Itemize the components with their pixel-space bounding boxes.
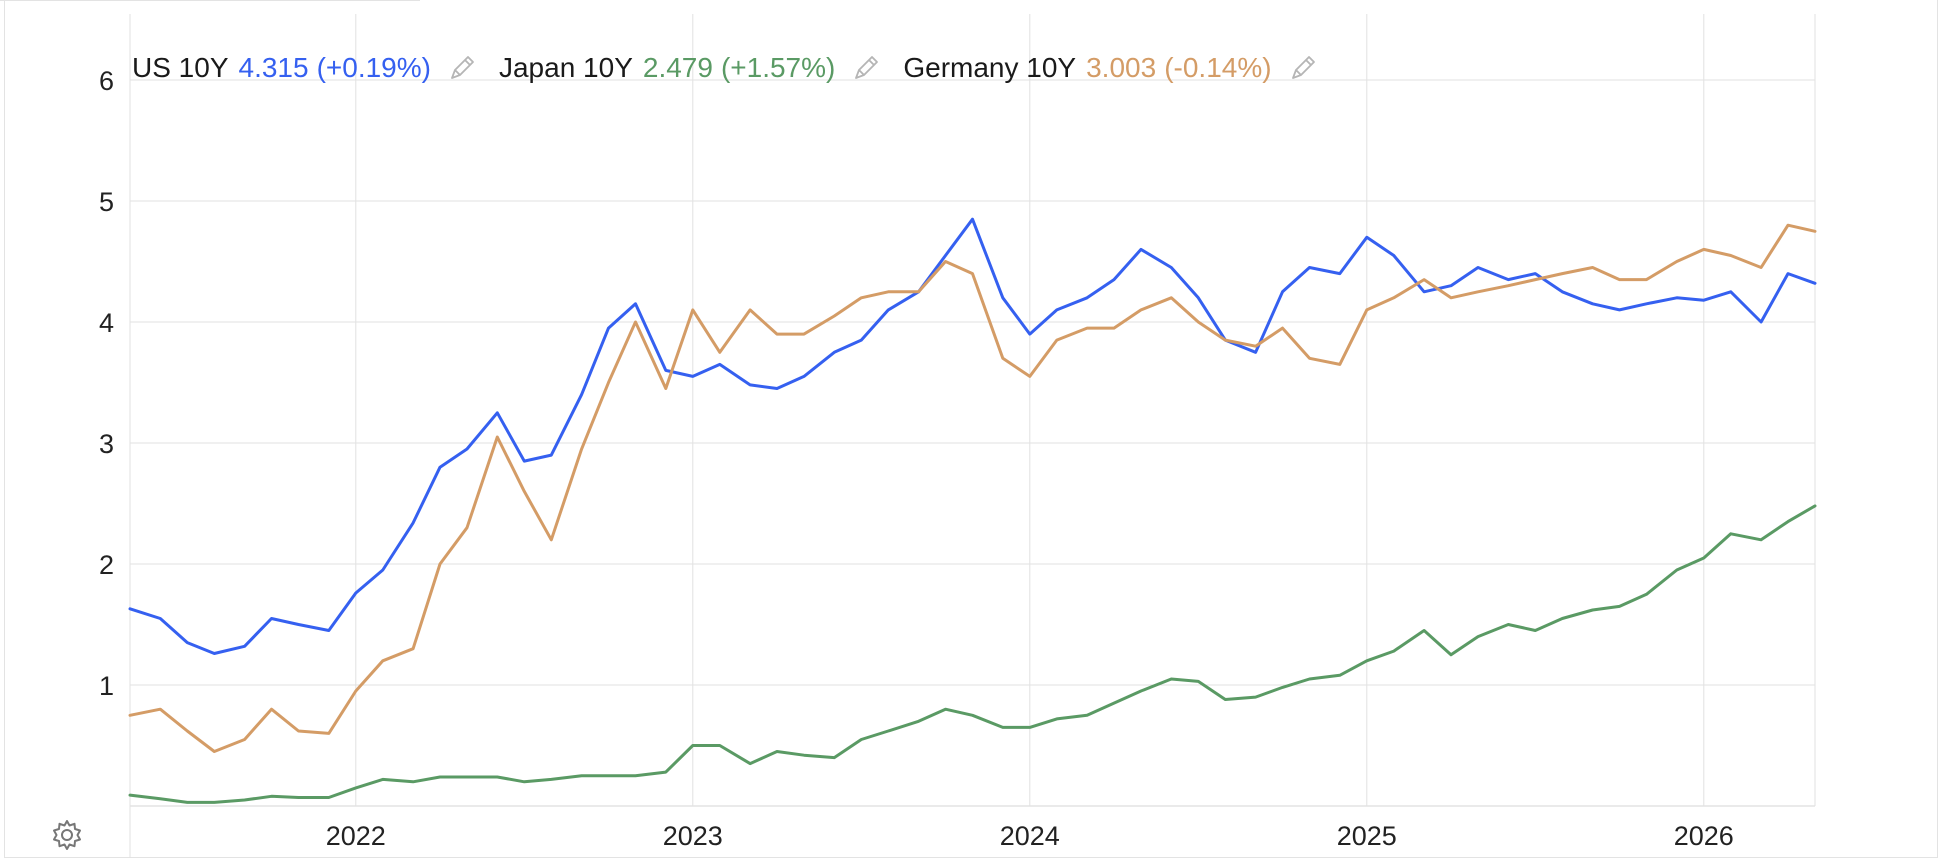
legend-name: Japan 10Y xyxy=(498,52,633,83)
x-tick-label: 2025 xyxy=(1337,821,1397,851)
x-tick-label: 2026 xyxy=(1674,821,1734,851)
y-tick-label: 5 xyxy=(99,187,114,217)
y-tick-label: 6 xyxy=(99,66,114,96)
legend-name: US 10Y xyxy=(132,52,229,83)
series-line-japan-10y[interactable] xyxy=(128,504,1817,804)
gear-icon[interactable] xyxy=(50,818,84,852)
x-tick-label: 2022 xyxy=(326,821,386,851)
series-line-us-10y[interactable] xyxy=(128,217,1817,655)
series-lines xyxy=(128,217,1817,804)
legend-item-japan-10y[interactable]: Japan 10Y 2.479 (+1.57%) xyxy=(499,52,881,84)
legend-value: 2.479 xyxy=(642,52,713,83)
x-tick-label: 2024 xyxy=(1000,821,1060,851)
y-tick-label: 2 xyxy=(99,550,114,580)
legend: US 10Y 4.315 (+0.19%) Japan 10Y 2.479 (+… xyxy=(132,52,1340,84)
legend-item-us-10y[interactable]: US 10Y 4.315 (+0.19%) xyxy=(132,52,477,84)
pencil-icon[interactable] xyxy=(851,53,881,83)
y-tick-label: 3 xyxy=(99,429,114,459)
axis-ticks: 1 2 3 4 5 6 2022 2023 2024 2025 2026 xyxy=(99,66,1734,851)
grid xyxy=(129,14,1816,858)
legend-item-germany-10y[interactable]: Germany 10Y 3.003 (-0.14%) xyxy=(903,52,1317,84)
chart-panel xyxy=(4,0,1938,858)
panel-top-border xyxy=(0,0,420,1)
pencil-icon[interactable] xyxy=(447,53,477,83)
legend-value: 4.315 xyxy=(238,52,309,83)
legend-value: 3.003 xyxy=(1086,52,1157,83)
y-tick-label: 4 xyxy=(99,308,114,338)
legend-name: Germany 10Y xyxy=(903,52,1077,83)
x-tick-label: 2023 xyxy=(663,821,723,851)
legend-change: (-0.14%) xyxy=(1164,52,1272,83)
legend-change: (+1.57%) xyxy=(720,52,836,83)
series-line-germany-10y[interactable] xyxy=(128,223,1817,753)
pencil-icon[interactable] xyxy=(1288,53,1318,83)
legend-change: (+0.19%) xyxy=(316,52,431,83)
y-tick-label: 1 xyxy=(99,671,114,701)
